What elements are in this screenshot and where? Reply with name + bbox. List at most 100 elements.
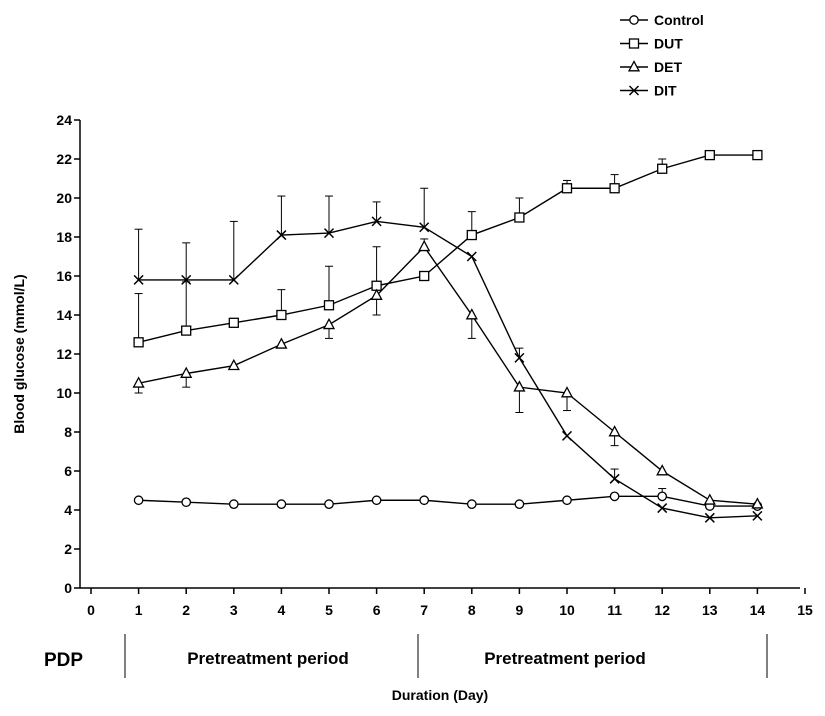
y-tick-label: 14 (56, 307, 72, 323)
data-point (323, 228, 335, 239)
x-tick-label: 8 (468, 602, 476, 618)
data-point (228, 317, 239, 328)
x-tick-label: 11 (607, 602, 622, 618)
x-axis-title: Duration (Day) (392, 687, 488, 703)
period-label-2: Pretreatment period (484, 649, 646, 668)
y-tick-label: 4 (64, 502, 72, 518)
pdp-label: PDP (44, 650, 83, 671)
data-point (228, 499, 239, 509)
y-tick-label: 2 (64, 541, 72, 557)
y-tick-label: 8 (64, 424, 72, 440)
y-tick-label: 20 (56, 190, 72, 206)
x-tick-label: 4 (278, 602, 286, 618)
x-ticks: 0 1 2 3 4 5 6 7 8 9 10 11 12 13 14 15 (87, 588, 813, 618)
period-label-1: Pretreatment period (187, 649, 349, 668)
data-point (133, 274, 144, 285)
legend-label: DIT (654, 83, 677, 99)
data-point (371, 216, 382, 227)
series-control (133, 488, 763, 511)
y-tick-label: 18 (56, 229, 72, 245)
data-point (371, 495, 382, 506)
chart-axes (79, 120, 800, 589)
data-point (560, 386, 574, 398)
legend-marker (628, 85, 640, 96)
x-tick-label: 1 (135, 602, 143, 618)
series-dut (133, 149, 763, 348)
data-point (609, 473, 620, 484)
data-point (181, 497, 192, 508)
legend-label: DUT (654, 36, 683, 52)
data-point (465, 308, 478, 320)
data-point (133, 337, 144, 348)
series-line (138, 154, 758, 343)
y-tick-label: 0 (64, 580, 72, 596)
data-point (609, 183, 620, 194)
x-tick-label: 5 (325, 602, 333, 618)
data-point (514, 499, 525, 509)
data-point (324, 499, 334, 509)
legend-marker (628, 38, 640, 49)
data-point (513, 380, 526, 392)
data-point (561, 183, 573, 194)
data-point (227, 358, 240, 371)
data-point (752, 149, 763, 161)
data-point (132, 376, 145, 388)
data-point (704, 512, 715, 523)
x-tick-label: 12 (654, 602, 670, 618)
x-tick-label: 9 (516, 602, 524, 618)
data-point (276, 230, 287, 241)
y-axis-title: Blood glucose (mmol/L) (11, 274, 27, 433)
x-tick-label: 7 (420, 602, 428, 618)
data-point (466, 499, 477, 509)
data-point (276, 309, 287, 321)
y-tick-label: 16 (56, 268, 72, 284)
y-tick-label: 10 (56, 385, 72, 401)
x-tick-label: 6 (373, 602, 381, 618)
data-point (704, 149, 715, 161)
data-point (608, 425, 621, 437)
data-point (418, 239, 431, 252)
data-point (181, 274, 192, 285)
y-tick-label: 24 (56, 112, 72, 128)
series-layer (132, 149, 764, 523)
data-point (657, 503, 668, 514)
data-point (703, 493, 716, 505)
data-point (419, 222, 430, 233)
legend-label: DET (654, 59, 682, 75)
data-point (275, 337, 288, 349)
period-strip: PDP Pretreatment period Pretreatment per… (44, 634, 768, 678)
data-point (133, 495, 144, 506)
data-point (656, 464, 669, 476)
x-tick-label: 2 (182, 602, 190, 618)
data-point (228, 274, 239, 285)
x-tick-label: 3 (230, 602, 238, 618)
data-point (419, 270, 430, 282)
series-line (138, 220, 758, 519)
data-point (419, 495, 430, 506)
x-tick-label: 15 (797, 602, 813, 618)
legend: Control DUT DET DIT (620, 12, 704, 99)
data-point (370, 288, 383, 300)
data-point (751, 497, 764, 509)
data-point (466, 229, 477, 241)
series-line (138, 495, 758, 507)
series-dit (133, 187, 763, 523)
data-point (181, 325, 192, 336)
data-point (561, 430, 573, 441)
data-point (323, 300, 335, 311)
legend-label: Control (654, 12, 704, 28)
data-point (276, 499, 287, 509)
data-point (514, 212, 525, 223)
data-point (514, 352, 525, 363)
legend-marker (629, 15, 639, 25)
x-tick-label: 13 (702, 602, 718, 618)
x-tick-label: 10 (559, 602, 575, 618)
data-point (657, 491, 668, 502)
data-point (657, 163, 668, 174)
data-point (752, 510, 763, 521)
data-point (466, 251, 477, 262)
y-tick-label: 6 (64, 463, 72, 479)
data-point (609, 491, 620, 502)
